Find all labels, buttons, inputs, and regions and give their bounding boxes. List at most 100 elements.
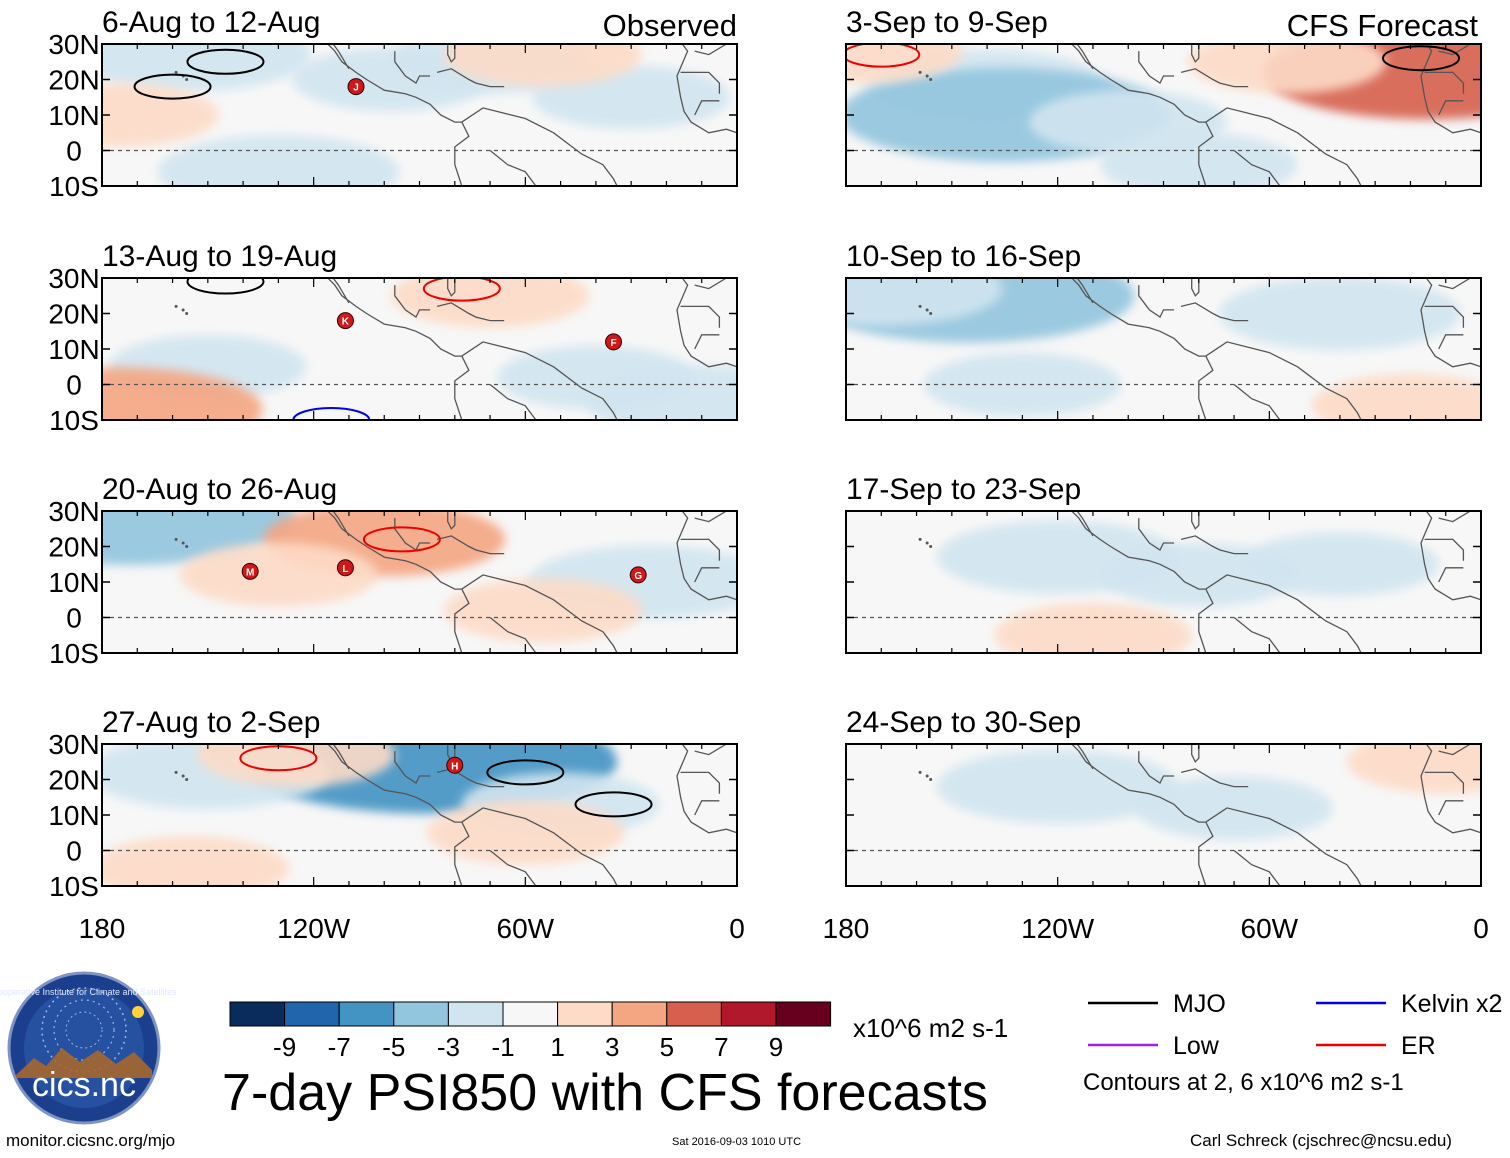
coastline: [454, 588, 470, 653]
panel-4: H 30N 20N 10N 0 10S 27-Aug to 2-Sep 180 120W 60W 0: [48, 706, 744, 944]
coastline: [332, 44, 350, 70]
coastline: [680, 71, 721, 94]
legend-item: Kelvin x2: [1316, 990, 1502, 1018]
coastline: [1180, 535, 1249, 555]
y-tick-label: 20N: [48, 532, 99, 563]
y-tick-label: 10N: [48, 100, 99, 131]
y-tick-label: 10N: [48, 567, 99, 598]
coastline: [1420, 44, 1481, 134]
anomaly-region: [443, 578, 642, 643]
anomaly-region: [197, 744, 395, 787]
island: [174, 304, 178, 308]
y-tick-label: 10N: [48, 334, 99, 365]
y-tick-label: 0: [66, 603, 82, 634]
coastline: [694, 278, 727, 290]
coastline: [1138, 285, 1175, 319]
coastline: [394, 285, 431, 319]
legend-label: ER: [1401, 1032, 1436, 1060]
coastline: [461, 341, 618, 420]
coastline: [1424, 71, 1465, 94]
panel-5: 3-Sep to 9-Sep: [845, 6, 1482, 187]
island: [185, 778, 189, 781]
coastline: [676, 44, 737, 134]
storm-marker: M: [241, 562, 259, 580]
colorbar-swatch: [447, 1001, 504, 1027]
contour-er: [422, 278, 501, 302]
coastline: [1205, 107, 1362, 186]
contour-legend: MJO Kelvin x2 Low ER: [1088, 990, 1502, 1060]
coastline: [1233, 616, 1281, 653]
colorbar-swatch: [775, 1001, 832, 1027]
coastline: [694, 100, 720, 116]
colorbar-label: -3: [437, 1032, 460, 1062]
coastline: [1205, 341, 1362, 420]
x-tick-label: 180: [79, 913, 126, 944]
coastline: [676, 511, 737, 601]
coastline: [1438, 334, 1464, 350]
colorbar-swatch: [338, 1001, 395, 1027]
contour-mjo: [486, 759, 565, 786]
contour-note: Contours at 2, 6 x10^6 m2 s-1: [1083, 1069, 1404, 1096]
colorbar-label: 9: [769, 1032, 783, 1062]
coastline: [1076, 44, 1094, 70]
colorbar-label: 3: [605, 1032, 619, 1062]
coastline: [461, 807, 618, 886]
coastline: [1438, 100, 1464, 116]
coastline: [447, 44, 456, 63]
coastline: [1233, 849, 1281, 886]
coastline: [1438, 278, 1471, 290]
island: [181, 774, 185, 778]
storm-marker: H: [446, 756, 464, 774]
coastline: [1438, 44, 1471, 56]
coastline: [680, 771, 721, 794]
colorbar-swatch: [284, 1001, 340, 1027]
island: [174, 770, 178, 774]
storm-marker: F: [605, 333, 623, 351]
coastline: [489, 383, 537, 420]
coastline: [1438, 511, 1471, 523]
coastline: [1424, 538, 1465, 561]
legend-label: Low: [1173, 1032, 1220, 1060]
coastline: [1420, 744, 1481, 834]
anomaly-region: [426, 800, 625, 865]
figure-title: 7-day PSI850 with CFS forecasts: [222, 1064, 988, 1122]
units-label: x10^6 m2 s-1: [853, 1013, 1008, 1043]
coastline: [1424, 771, 1465, 794]
island: [929, 545, 933, 548]
coastline: [1070, 44, 1206, 123]
y-tick-label: 10S: [49, 638, 99, 669]
coastline: [694, 511, 727, 523]
storm-marker: G: [629, 566, 647, 584]
y-tick-label: 30N: [48, 29, 99, 60]
anomaly-region: [1240, 532, 1439, 597]
y-tick-label: 10S: [49, 871, 99, 902]
map-panels: J 30N 20N 10N 0 10S 6-Aug to 12-Aug K F 30N 20N 10N…: [48, 6, 1488, 944]
logo-ring-text: Cooperative Institute for Climate and Sa…: [0, 987, 177, 997]
island: [918, 537, 922, 541]
coastline: [454, 355, 470, 420]
panel-2: K F 30N 20N 10N 0 10S 13-Aug to 19-Aug: [48, 240, 738, 436]
coastline: [447, 278, 456, 297]
coastline: [676, 744, 737, 834]
y-tick-label: 20N: [48, 65, 99, 96]
island: [174, 537, 178, 541]
logo-text: cics.nc: [32, 1066, 136, 1104]
y-tick-label: 30N: [48, 263, 99, 294]
contour-er: [362, 526, 441, 553]
coastline: [694, 334, 720, 350]
coastline: [332, 511, 350, 537]
anomaly-region: [1188, 44, 1386, 94]
colorbar-swatch: [229, 1001, 286, 1027]
coastline: [326, 744, 462, 823]
island: [929, 78, 933, 81]
x-tick-label: 60W: [1241, 913, 1299, 944]
contour-mjo: [133, 73, 212, 100]
coastline: [1191, 44, 1200, 63]
colorbar-label: 7: [714, 1032, 728, 1062]
island: [181, 308, 185, 312]
island: [929, 778, 933, 781]
coastline: [1198, 821, 1214, 886]
anomaly-region: [102, 836, 290, 886]
colorbar-swatch: [720, 1001, 777, 1027]
coastline: [1233, 383, 1281, 420]
